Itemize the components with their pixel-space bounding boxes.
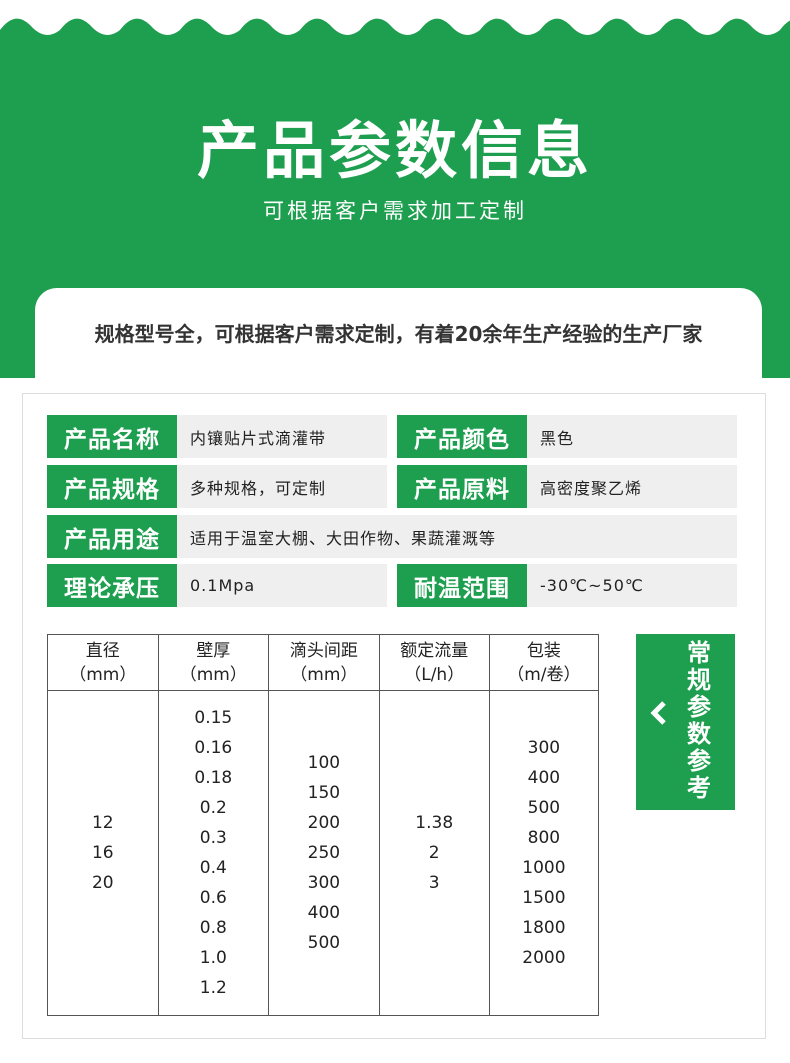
column-name: 额定流量	[400, 640, 469, 661]
spec-label: 理论承压	[47, 564, 177, 607]
column-cell: 12 16 20	[47, 690, 159, 1016]
cell-value: 200	[307, 813, 341, 833]
column-cell: 300 400 500 800 1000 1500 1800 2000	[488, 690, 600, 1016]
column-cell: 0.15 0.16 0.18 0.2 0.3 0.4 0.6 0.8 1.0 1.2	[157, 690, 270, 1016]
cell-value: 20	[91, 873, 114, 893]
column-name: 包装	[526, 640, 561, 661]
cell-value: 400	[307, 903, 341, 923]
column-name: 滴头间距	[289, 640, 358, 661]
cell-value: 16	[91, 843, 114, 863]
column-unit: （mm）	[179, 664, 247, 685]
cell-value: 300	[307, 873, 341, 893]
chevron	[650, 701, 666, 725]
cell-value: 0.18	[194, 768, 233, 788]
card-corner	[0, 362, 35, 378]
spec-value: 高密度聚乙烯	[527, 465, 737, 508]
column-cell: 1.38 2 3	[378, 690, 490, 1016]
cell-value: 800	[527, 828, 561, 848]
cell-value: 2	[428, 843, 440, 863]
column-unit: （L/h）	[404, 664, 465, 685]
spec-label: 产品颜色	[397, 415, 527, 458]
content-frame	[22, 393, 766, 1039]
spec-value: 适用于温室大棚、大田作物、果蔬灌溉等	[177, 515, 737, 558]
column-unit: （mm）	[290, 664, 358, 685]
cell-value: 1.2	[199, 978, 227, 998]
banner-text: 规格型号全，可根据客户需求定制，有着20余年生产经验的生产厂家	[94, 322, 703, 346]
cell-value: 2000	[522, 948, 566, 968]
cell-value: 3	[428, 873, 440, 893]
cell-value: 500	[307, 933, 341, 953]
page-subtitle: 可根据客户需求加工定制	[263, 199, 527, 223]
cell-value: 100	[307, 753, 341, 773]
cell-value: 0.2	[199, 798, 227, 818]
chevron-icon	[650, 701, 666, 725]
cell-value: 0.16	[194, 738, 233, 758]
cell-value: 0.6	[199, 888, 227, 908]
banner-card	[35, 288, 762, 388]
column-unit: （mm）	[69, 664, 137, 685]
column-name: 直径	[85, 640, 120, 661]
cell-value: 400	[527, 768, 561, 788]
column-unit: （m/卷）	[507, 664, 581, 685]
cell-value: 1.38	[415, 813, 454, 833]
cell-value: 0.15	[194, 708, 233, 728]
spec-value: 0.1Mpa	[177, 564, 387, 607]
column-header: 额定流量 （L/h）	[378, 634, 490, 691]
column-header: 包装 （m/卷）	[488, 634, 600, 691]
column-header: 壁厚 （mm）	[157, 634, 270, 691]
cell-value: 0.8	[199, 918, 227, 938]
spec-value: -30℃~50℃	[527, 564, 737, 607]
column-name: 壁厚	[196, 640, 231, 661]
spec-value: 黑色	[527, 415, 737, 458]
page-title: 产品参数信息	[196, 114, 593, 187]
spec-label: 产品原料	[397, 465, 527, 508]
cell-value: 300	[527, 738, 561, 758]
column-cell: 100 150 200 250 300 400 500	[268, 690, 380, 1016]
cell-value: 250	[307, 843, 341, 863]
cell-value: 0.3	[199, 828, 227, 848]
spec-value: 内镶贴片式滴灌带	[177, 415, 387, 458]
spec-value: 多种规格，可定制	[177, 465, 387, 508]
spec-label: 耐温范围	[397, 564, 527, 607]
cell-value: 500	[527, 798, 561, 818]
cell-value: 1.0	[199, 948, 227, 968]
spec-label: 产品用途	[47, 515, 177, 558]
spec-label: 产品名称	[47, 415, 177, 458]
side-label: 常规参数参考	[687, 639, 711, 802]
table-header: 直径 （mm） 壁厚 （mm） 滴头间距 （mm） 额定流量 （L/h） 包装 （m/卷）	[47, 634, 600, 691]
column-header: 滴头间距 （mm）	[268, 634, 380, 691]
cell-value: 1000	[522, 858, 566, 878]
side-tab	[636, 634, 735, 810]
cell-value: 0.4	[199, 858, 227, 878]
column-header: 直径 （mm）	[47, 634, 159, 691]
cell-value: 1800	[522, 918, 566, 938]
cell-value: 1500	[522, 888, 566, 908]
cell-value: 12	[91, 813, 114, 833]
cell-value: 150	[307, 783, 341, 803]
spec-label: 产品规格	[47, 465, 177, 508]
table-body: 12 16 20 0.15 0.16 0.18 0.2 0.3 0.4 0.6 0.8 1.0 1.2 1…	[47, 690, 600, 1016]
spec-table: 直径 （mm） 壁厚 （mm） 滴头间距 （mm） 额定流量 （L/h） 包装 （m/卷） 12 1…	[47, 634, 600, 1016]
